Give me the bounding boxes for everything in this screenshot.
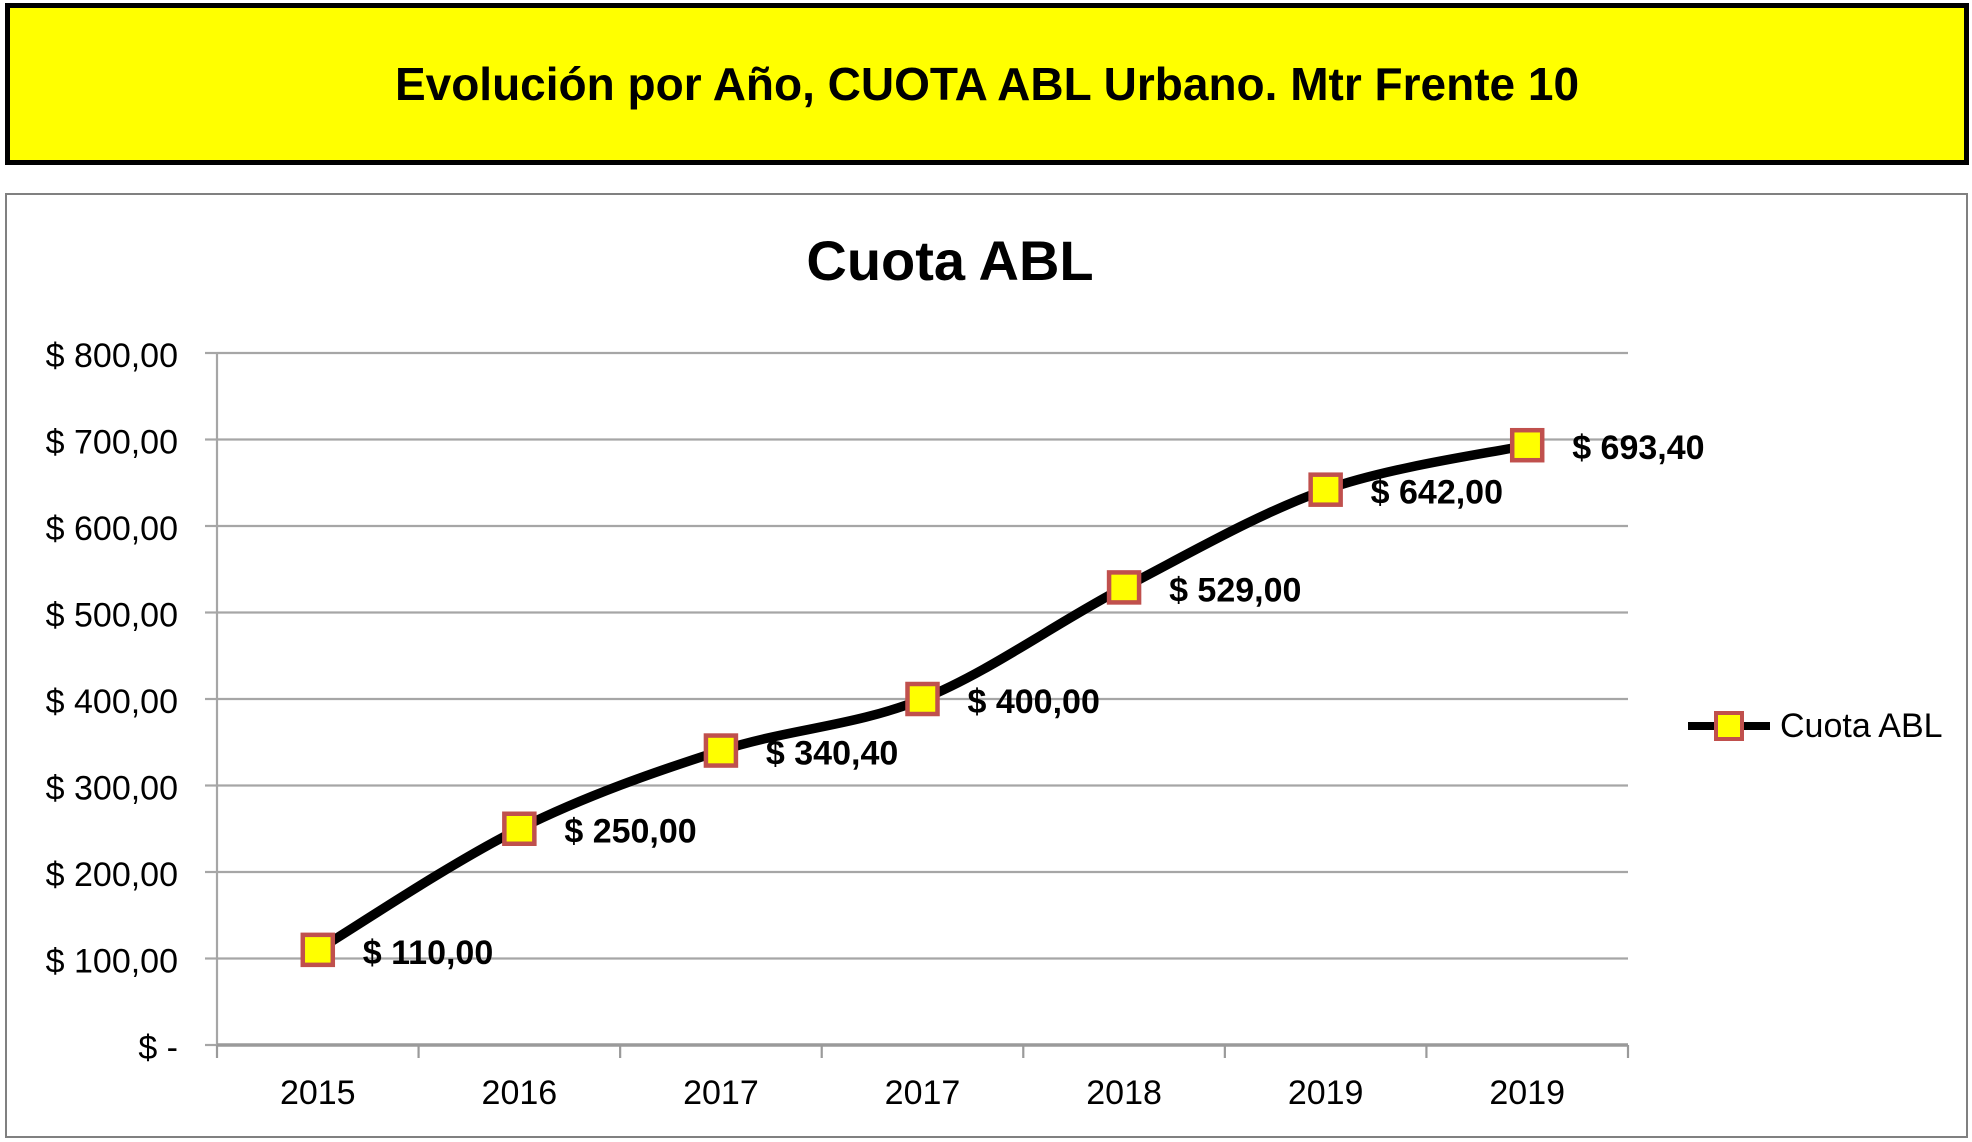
- data-label: $ 642,00: [1371, 474, 1503, 512]
- x-tick-label: 2015: [280, 1074, 356, 1112]
- data-label: $ 340,40: [766, 734, 898, 772]
- y-tick-label: $ 700,00: [46, 423, 178, 461]
- x-tick-label: 2017: [683, 1074, 759, 1112]
- x-tick-label: 2019: [1288, 1074, 1364, 1112]
- y-tick-label: $ 300,00: [46, 769, 178, 807]
- data-label: $ 693,40: [1572, 429, 1704, 467]
- y-tick-label: $ 800,00: [46, 337, 178, 375]
- y-tick-label: $ 100,00: [46, 942, 178, 980]
- legend-line-marker-icon: [1688, 711, 1770, 741]
- y-tick-label: $ 200,00: [46, 856, 178, 894]
- data-label: $ 529,00: [1169, 571, 1301, 609]
- data-label: $ 400,00: [968, 683, 1100, 721]
- data-point-marker: [300, 932, 336, 968]
- x-tick-label: 2018: [1086, 1074, 1162, 1112]
- data-label: $ 110,00: [363, 934, 493, 972]
- data-point-marker: [1509, 427, 1545, 463]
- y-tick-label: $ 500,00: [46, 596, 178, 634]
- banner-title: Evolución por Año, CUOTA ABL Urbano. Mtr…: [394, 58, 1580, 110]
- data-point-marker: [905, 681, 940, 717]
- x-tick-label: 2016: [482, 1074, 558, 1112]
- legend-marker-icon: [1714, 711, 1744, 741]
- data-point-marker: [1308, 472, 1343, 507]
- data-label: $ 250,00: [564, 813, 696, 851]
- x-tick-label: 2017: [885, 1074, 961, 1112]
- chart-title: Cuota ABL: [806, 229, 1094, 292]
- x-tick-label: 2019: [1489, 1074, 1565, 1112]
- legend-label: Cuota ABL: [1780, 706, 1943, 745]
- data-point-marker: [703, 733, 739, 768]
- y-tick-label: $ 400,00: [46, 683, 178, 721]
- y-tick-label: $ 600,00: [46, 510, 178, 548]
- data-point-marker: [502, 811, 537, 846]
- y-tick-label: $ -: [138, 1029, 178, 1067]
- header-banner: Evolución por Año, CUOTA ABL Urbano. Mtr…: [5, 3, 1969, 165]
- data-point-marker: [1106, 570, 1142, 605]
- chart-legend: Cuota ABL: [1688, 702, 1943, 750]
